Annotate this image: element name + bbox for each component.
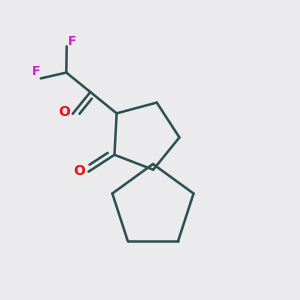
- Text: O: O: [73, 164, 85, 178]
- Text: O: O: [58, 105, 70, 119]
- Text: F: F: [68, 34, 77, 48]
- Text: F: F: [32, 65, 41, 78]
